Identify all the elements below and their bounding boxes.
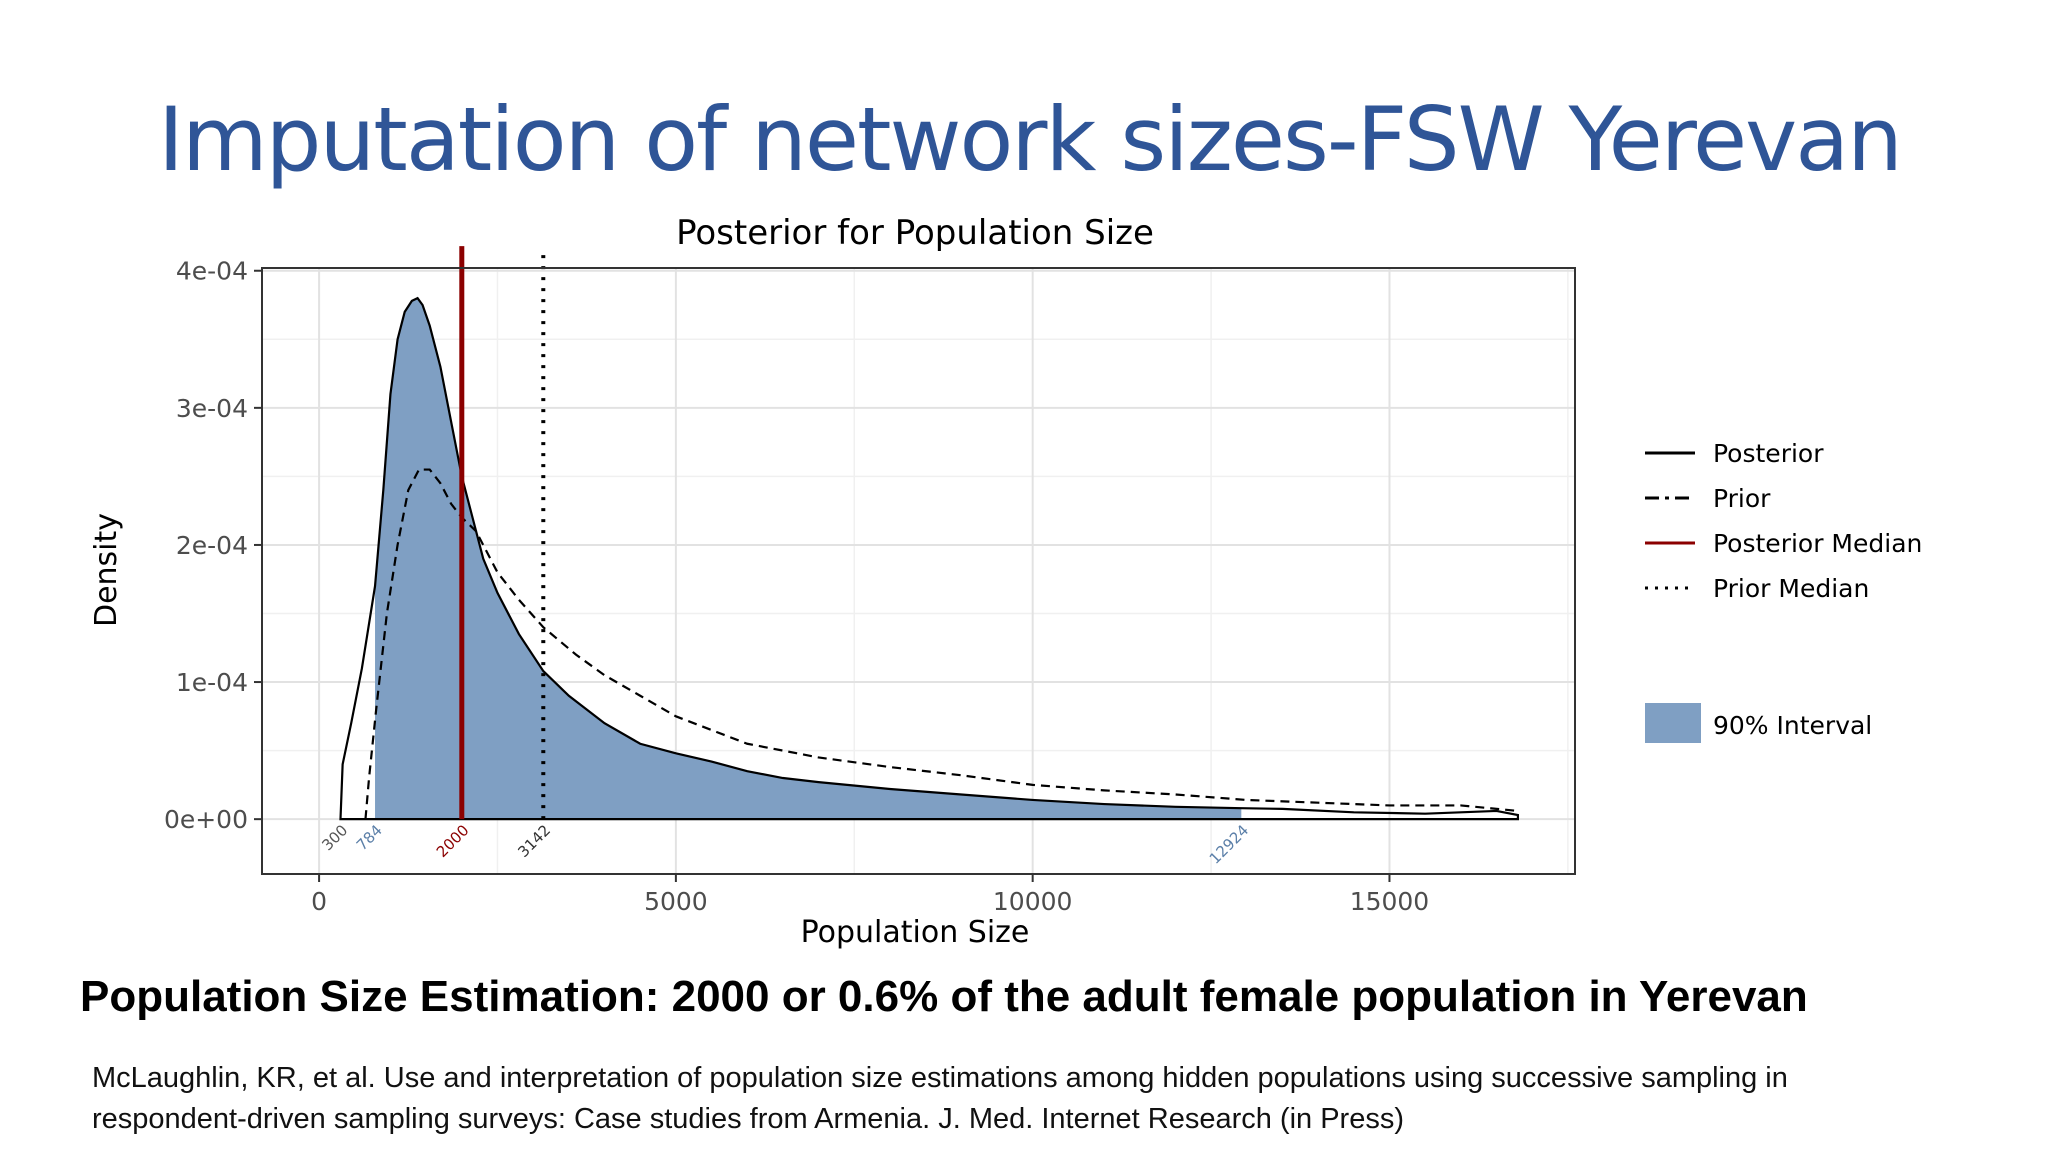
legend-label: 90% Interval: [1713, 711, 1872, 740]
x-tick-label: 10000: [993, 887, 1073, 916]
legend-label: Prior Median: [1713, 574, 1869, 603]
legend-label: Posterior Median: [1713, 529, 1922, 558]
y-tick-label: 4e-04: [176, 257, 248, 286]
headline-text: Population Size Estimation: 2000 or 0.6%…: [80, 972, 1808, 1022]
x-axis-label: Population Size: [801, 915, 1030, 950]
population-posterior-chart: Posterior for Population Size 3007842000…: [0, 0, 2048, 960]
citation-line-1: McLaughlin, KR, et al. Use and interpret…: [92, 1058, 1788, 1099]
y-tick-label: 1e-04: [176, 668, 248, 697]
y-tick-label: 3e-04: [176, 394, 248, 423]
chart-title: Posterior for Population Size: [676, 213, 1154, 253]
x-tick-label: 5000: [644, 887, 708, 916]
y-tick-label: 0e+00: [164, 805, 248, 834]
citation-line-2: respondent-driven sampling surveys: Case…: [92, 1099, 1788, 1140]
y-axis-label: Density: [89, 513, 124, 627]
legend-label: Prior: [1713, 484, 1771, 513]
legend-label: Posterior: [1713, 439, 1824, 468]
legend-key-interval: [1645, 703, 1701, 743]
x-tick-label: 0: [311, 887, 327, 916]
x-tick-label: 15000: [1350, 887, 1430, 916]
y-tick-label: 2e-04: [176, 531, 248, 560]
citation: McLaughlin, KR, et al. Use and interpret…: [92, 1058, 1788, 1140]
